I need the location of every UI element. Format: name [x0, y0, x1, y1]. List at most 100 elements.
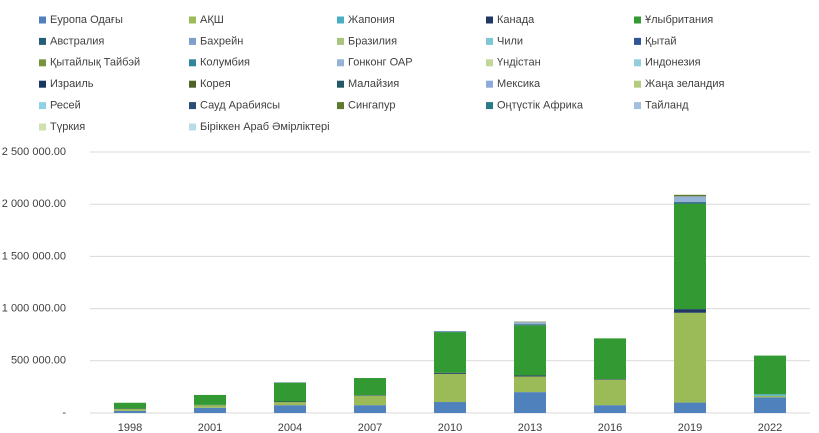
legend-swatch: [634, 37, 641, 45]
legend-swatch: [337, 59, 344, 67]
bar-segment: [674, 203, 706, 310]
legend-swatch: [486, 37, 493, 45]
x-tick-label: 2016: [598, 422, 622, 433]
x-tick-label: 2019: [678, 422, 702, 433]
x-tick-label: 2013: [518, 422, 542, 433]
legend-label: Бахрейн: [200, 35, 243, 47]
x-tick-label: 1998: [118, 422, 142, 433]
y-tick-label: -: [62, 407, 66, 419]
legend-label: Жапония: [348, 14, 395, 26]
bar-segment: [354, 395, 386, 396]
legend-label: Ресей: [50, 100, 81, 112]
bar-segment: [194, 407, 226, 413]
bar-segment: [674, 194, 706, 197]
bar-segment: [434, 373, 466, 403]
legend-label: Гонконг ОАР: [348, 57, 413, 69]
legend-swatch: [189, 37, 196, 45]
legend-swatch: [189, 16, 196, 24]
legend-label: Мексика: [497, 78, 541, 90]
bar-segment: [514, 322, 546, 325]
bar-segment: [594, 405, 626, 413]
legend-swatch: [39, 59, 46, 67]
legend-swatch: [486, 102, 493, 110]
bar-segment: [274, 405, 306, 413]
legend-swatch: [39, 16, 46, 24]
bar-segment: [274, 402, 306, 406]
bar-segment: [194, 405, 226, 408]
legend-label: Индонезия: [645, 57, 701, 69]
bar-segment: [594, 338, 626, 380]
bar-segment: [594, 379, 626, 380]
y-tick-label: 1 500 000.00: [2, 250, 66, 262]
legend-swatch: [39, 80, 46, 88]
bar-segment: [434, 331, 466, 332]
legend-label: Малайзия: [348, 78, 399, 90]
bar-segment: [354, 405, 386, 413]
bar-segment: [114, 410, 146, 413]
legend-label: Австралия: [50, 35, 104, 47]
bar-segment: [674, 402, 706, 413]
legend-label: Ұлыбритания: [645, 14, 713, 26]
legend-swatch: [189, 59, 196, 67]
legend-label: Оңтүстік Африка: [497, 100, 584, 112]
legend-label: Израиль: [50, 78, 94, 90]
bar-segment: [354, 395, 386, 406]
legend-swatch: [337, 16, 344, 24]
bar-segment: [434, 402, 466, 413]
legend-swatch: [39, 37, 46, 45]
bar-segment: [674, 196, 706, 203]
legend-swatch: [634, 16, 641, 24]
bar-segment: [514, 324, 546, 326]
legend-label: Корея: [200, 78, 231, 90]
y-tick-label: 1 000 000.00: [2, 303, 66, 315]
legend-label: Тайланд: [645, 100, 689, 112]
bar-segment: [274, 382, 306, 402]
bar-segment: [594, 379, 626, 406]
y-tick-label: 2 000 000.00: [2, 198, 66, 210]
legend-swatch: [337, 80, 344, 88]
x-tick-label: 2001: [198, 422, 222, 433]
legend-swatch: [486, 59, 493, 67]
legend-swatch: [39, 102, 46, 110]
legend-swatch: [486, 16, 493, 24]
bar-segment: [514, 325, 546, 376]
legend-label: Түркия: [50, 121, 85, 133]
legend-label: Қытай: [645, 35, 677, 47]
bar-segment: [114, 402, 146, 409]
bar-segment: [514, 375, 546, 377]
legend-label: Сингапур: [348, 100, 396, 112]
legend-label: Жаңа зеландия: [645, 78, 724, 90]
legend-swatch: [189, 123, 196, 131]
legend-label: АҚШ: [200, 14, 224, 26]
legend-swatch: [634, 102, 641, 110]
legend-label: Бразилия: [348, 35, 397, 47]
legend-label: Үндістан: [497, 57, 541, 69]
bar-segment: [754, 394, 786, 396]
bar-segment: [754, 355, 786, 395]
legend-swatch: [486, 80, 493, 88]
legend-swatch: [634, 80, 641, 88]
bar-segment: [434, 372, 466, 374]
y-tick-label: 500 000.00: [11, 355, 66, 367]
bar-segment: [274, 401, 306, 403]
legend-label: Қытайлық Тайбэй: [50, 57, 140, 69]
bar-segment: [194, 394, 226, 405]
legend-label: Еуропа Одағы: [50, 14, 123, 26]
legend-label: Біріккен Араб Әмірліктері: [200, 121, 330, 133]
bar-segment: [674, 202, 706, 204]
bar-segment: [754, 397, 786, 413]
x-tick-label: 2004: [278, 422, 302, 433]
bar-segment: [754, 395, 786, 398]
y-tick-label: 2 500 000.00: [2, 146, 66, 158]
legend-swatch: [189, 80, 196, 88]
bar-segment: [434, 332, 466, 373]
legend-label: Канада: [497, 14, 535, 26]
bar-segment: [674, 312, 706, 403]
bar-segment: [514, 376, 546, 393]
bar-segment: [434, 331, 466, 333]
legend-swatch: [337, 102, 344, 110]
x-tick-label: 2007: [358, 422, 382, 433]
x-tick-label: 2010: [438, 422, 462, 433]
bar-segment: [514, 392, 546, 413]
